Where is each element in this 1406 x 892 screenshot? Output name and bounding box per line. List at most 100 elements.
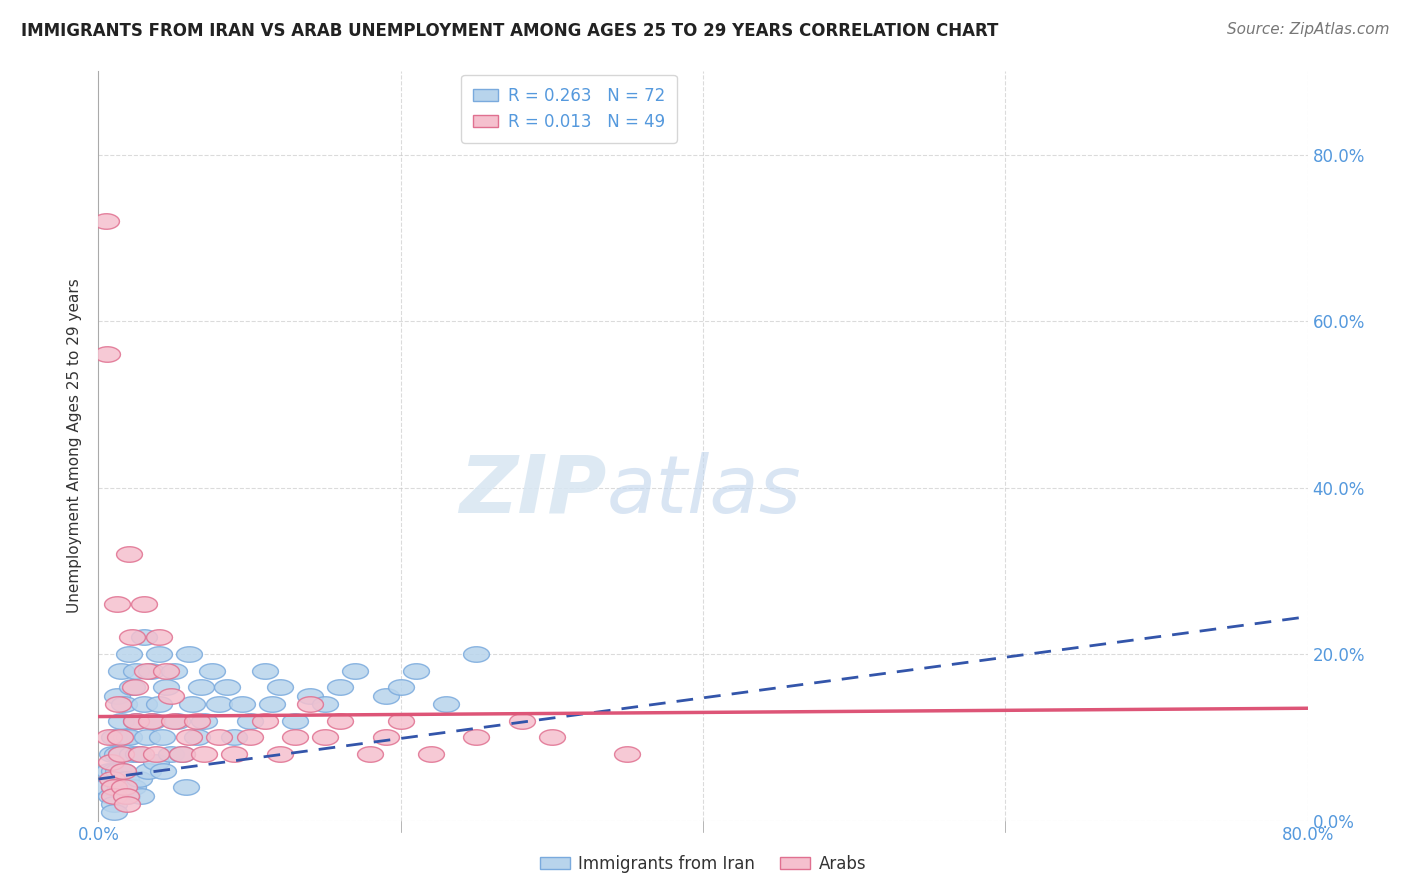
Point bbox=[107, 764, 129, 778]
Point bbox=[284, 731, 307, 745]
Point bbox=[299, 697, 322, 711]
Point bbox=[231, 697, 253, 711]
Point bbox=[108, 780, 131, 795]
Point bbox=[112, 780, 135, 795]
Point bbox=[166, 714, 188, 728]
Point bbox=[100, 789, 122, 803]
Point bbox=[121, 681, 143, 695]
Point bbox=[170, 747, 193, 761]
Point bbox=[107, 697, 129, 711]
Point bbox=[125, 714, 148, 728]
Point bbox=[111, 764, 134, 778]
Point bbox=[284, 714, 307, 728]
Point bbox=[262, 697, 284, 711]
Point bbox=[434, 697, 457, 711]
Point bbox=[160, 747, 183, 761]
Point bbox=[253, 664, 276, 678]
Point bbox=[112, 697, 135, 711]
Point bbox=[108, 731, 131, 745]
Point bbox=[110, 747, 132, 761]
Point bbox=[100, 756, 122, 770]
Point bbox=[98, 731, 121, 745]
Point bbox=[103, 805, 125, 820]
Point bbox=[389, 714, 412, 728]
Text: ZIP: ZIP bbox=[458, 452, 606, 530]
Point bbox=[510, 714, 533, 728]
Point bbox=[208, 697, 231, 711]
Point bbox=[389, 681, 412, 695]
Point bbox=[299, 689, 322, 703]
Point bbox=[145, 756, 167, 770]
Point bbox=[269, 681, 291, 695]
Point bbox=[105, 597, 128, 611]
Point bbox=[193, 714, 215, 728]
Point bbox=[141, 714, 163, 728]
Point bbox=[420, 747, 443, 761]
Text: IMMIGRANTS FROM IRAN VS ARAB UNEMPLOYMENT AMONG AGES 25 TO 29 YEARS CORRELATION : IMMIGRANTS FROM IRAN VS ARAB UNEMPLOYMEN… bbox=[21, 22, 998, 40]
Point bbox=[114, 789, 136, 803]
Point bbox=[103, 780, 125, 795]
Point bbox=[148, 647, 170, 661]
Point bbox=[135, 731, 157, 745]
Point bbox=[374, 731, 396, 745]
Point bbox=[122, 780, 145, 795]
Point bbox=[215, 681, 238, 695]
Point bbox=[125, 664, 148, 678]
Point bbox=[129, 789, 152, 803]
Point bbox=[179, 731, 201, 745]
Point bbox=[110, 714, 132, 728]
Point bbox=[128, 772, 150, 786]
Point bbox=[115, 797, 138, 811]
Point bbox=[132, 697, 155, 711]
Point bbox=[170, 747, 193, 761]
Point bbox=[329, 681, 352, 695]
Point bbox=[179, 647, 201, 661]
Point bbox=[174, 780, 197, 795]
Point bbox=[94, 214, 117, 228]
Point bbox=[239, 731, 262, 745]
Point bbox=[141, 664, 163, 678]
Point bbox=[118, 647, 141, 661]
Point bbox=[125, 714, 148, 728]
Point bbox=[193, 747, 215, 761]
Point bbox=[269, 747, 291, 761]
Point bbox=[314, 697, 336, 711]
Point bbox=[152, 764, 174, 778]
Point bbox=[132, 597, 155, 611]
Point bbox=[150, 731, 173, 745]
Point bbox=[98, 764, 121, 778]
Point bbox=[314, 731, 336, 745]
Text: atlas: atlas bbox=[606, 452, 801, 530]
Point bbox=[96, 347, 118, 361]
Point bbox=[110, 747, 132, 761]
Point bbox=[103, 797, 125, 811]
Point bbox=[616, 747, 638, 761]
Legend: R = 0.263   N = 72, R = 0.013   N = 49: R = 0.263 N = 72, R = 0.013 N = 49 bbox=[461, 75, 676, 143]
Point bbox=[224, 731, 246, 745]
Point bbox=[118, 547, 141, 561]
Point bbox=[155, 664, 177, 678]
Point bbox=[135, 664, 157, 678]
Point bbox=[132, 631, 155, 645]
Point bbox=[155, 681, 177, 695]
Point bbox=[129, 747, 152, 761]
Point bbox=[121, 631, 143, 645]
Point bbox=[142, 714, 165, 728]
Point bbox=[163, 664, 186, 678]
Point bbox=[329, 714, 352, 728]
Point bbox=[110, 664, 132, 678]
Point bbox=[374, 689, 396, 703]
Point bbox=[344, 664, 367, 678]
Point bbox=[181, 697, 204, 711]
Point bbox=[105, 689, 128, 703]
Point bbox=[163, 714, 186, 728]
Point bbox=[239, 714, 262, 728]
Point bbox=[103, 789, 125, 803]
Point bbox=[224, 747, 246, 761]
Point bbox=[114, 772, 136, 786]
Point bbox=[190, 681, 212, 695]
Point bbox=[360, 747, 382, 761]
Point bbox=[114, 731, 136, 745]
Point bbox=[160, 689, 183, 703]
Point bbox=[540, 731, 562, 745]
